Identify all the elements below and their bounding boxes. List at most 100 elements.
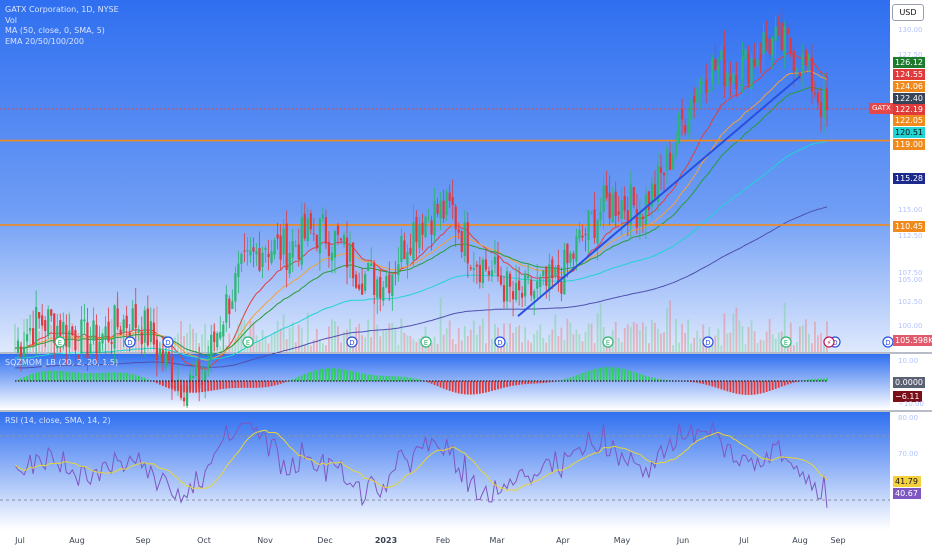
sqz-bar xyxy=(524,381,527,385)
candle-body xyxy=(774,26,777,41)
sqz-bar xyxy=(424,381,427,382)
volume-bar xyxy=(303,345,306,352)
volume-bar xyxy=(599,303,602,352)
candle-body xyxy=(810,57,814,92)
candle-body xyxy=(243,250,246,252)
sqz-bar xyxy=(481,381,484,394)
sqz-bar xyxy=(219,381,222,390)
volume-bar xyxy=(717,328,720,352)
sqz-bar xyxy=(50,370,53,381)
sqz-bar xyxy=(373,375,376,381)
candle-body xyxy=(448,192,451,201)
price-tag: 105.598K xyxy=(893,335,932,346)
candle-body xyxy=(563,249,566,295)
candle-body xyxy=(327,241,331,257)
candle-body xyxy=(25,334,29,342)
sqz-bar xyxy=(409,377,412,381)
sqz-bar xyxy=(240,381,243,388)
sqz-bar xyxy=(116,372,119,381)
sqz-bar xyxy=(273,381,276,386)
volume-bar xyxy=(509,323,511,352)
sqz-bar xyxy=(158,381,161,385)
volume-bar xyxy=(478,325,481,352)
candle-body xyxy=(768,38,771,55)
time-axis-label: Jul xyxy=(739,536,749,545)
candle-body xyxy=(665,148,669,170)
sqz-bar xyxy=(786,381,789,385)
sqz-bar xyxy=(74,372,77,381)
candle-body xyxy=(693,95,696,103)
candle-body xyxy=(460,231,463,252)
candle-body xyxy=(801,54,804,73)
volume-bar xyxy=(626,324,629,352)
volume-bar xyxy=(560,327,563,352)
volume-bar xyxy=(397,344,400,352)
sqz-bar xyxy=(237,381,240,388)
candle-body xyxy=(134,304,137,328)
volume-bar xyxy=(400,318,403,352)
candle-body xyxy=(738,84,741,86)
volume-bar xyxy=(515,327,517,352)
volume-bar xyxy=(648,343,650,352)
candle-body xyxy=(65,324,68,347)
candle-body xyxy=(472,268,475,270)
volume-bar xyxy=(687,319,690,352)
sqz-bar xyxy=(608,367,611,381)
candle-body xyxy=(59,320,62,340)
candle-body xyxy=(690,99,693,121)
volume-bar xyxy=(578,333,581,352)
volume-bar xyxy=(249,320,252,352)
volume-bar xyxy=(255,335,258,352)
sqz-bar xyxy=(207,381,210,392)
sqz-bar xyxy=(693,381,696,383)
event-marker-label: D xyxy=(832,339,837,347)
volume-bar xyxy=(427,344,430,352)
sqz-bar xyxy=(596,368,599,381)
candle-body xyxy=(702,81,705,84)
candle-body xyxy=(575,236,578,262)
sqz-bar xyxy=(406,377,409,381)
sqz-bar xyxy=(660,379,662,381)
sqz-bar xyxy=(587,370,590,381)
candle-body xyxy=(822,89,826,119)
volume-bar xyxy=(542,337,545,352)
sqz-bar xyxy=(325,368,327,381)
candle-body xyxy=(167,351,171,361)
candle-body xyxy=(255,251,258,255)
candle-body xyxy=(454,206,457,230)
candle-body xyxy=(644,194,647,225)
candle-body xyxy=(16,340,20,353)
sqz-bar xyxy=(140,376,143,381)
trendline xyxy=(517,75,801,317)
sqz-bar xyxy=(285,381,288,382)
candle-body xyxy=(261,252,264,267)
candle-body xyxy=(32,328,35,345)
volume-bar xyxy=(811,343,813,352)
candle-body xyxy=(104,326,107,340)
candle-body xyxy=(804,49,807,66)
currency-button[interactable]: USD xyxy=(892,4,924,21)
rsi-ma-line xyxy=(14,429,828,492)
dividend-marker xyxy=(346,336,358,348)
volume-bar xyxy=(693,337,696,352)
sqz-bar xyxy=(702,381,705,385)
candle-body xyxy=(430,220,433,235)
candle-body xyxy=(620,200,623,219)
sqz-bar xyxy=(457,381,460,394)
candle-body xyxy=(726,72,729,87)
chart-legend: GATX Corporation, 1D, NYSE Vol MA (50, c… xyxy=(5,5,119,47)
volume-bar xyxy=(180,321,182,352)
volume-bar xyxy=(569,322,572,352)
volume-bar xyxy=(436,343,439,352)
volume-bar xyxy=(533,333,536,352)
sqz-bar xyxy=(20,378,22,381)
price-axis-tick: 107.50 xyxy=(898,269,923,277)
candle-body xyxy=(207,362,210,371)
candle-body xyxy=(647,191,651,210)
sqz-bar xyxy=(536,381,539,384)
volume-bar xyxy=(660,333,662,352)
sqz-bar xyxy=(246,381,249,388)
candle-body xyxy=(246,249,249,252)
event-marker-label: D xyxy=(127,339,132,347)
